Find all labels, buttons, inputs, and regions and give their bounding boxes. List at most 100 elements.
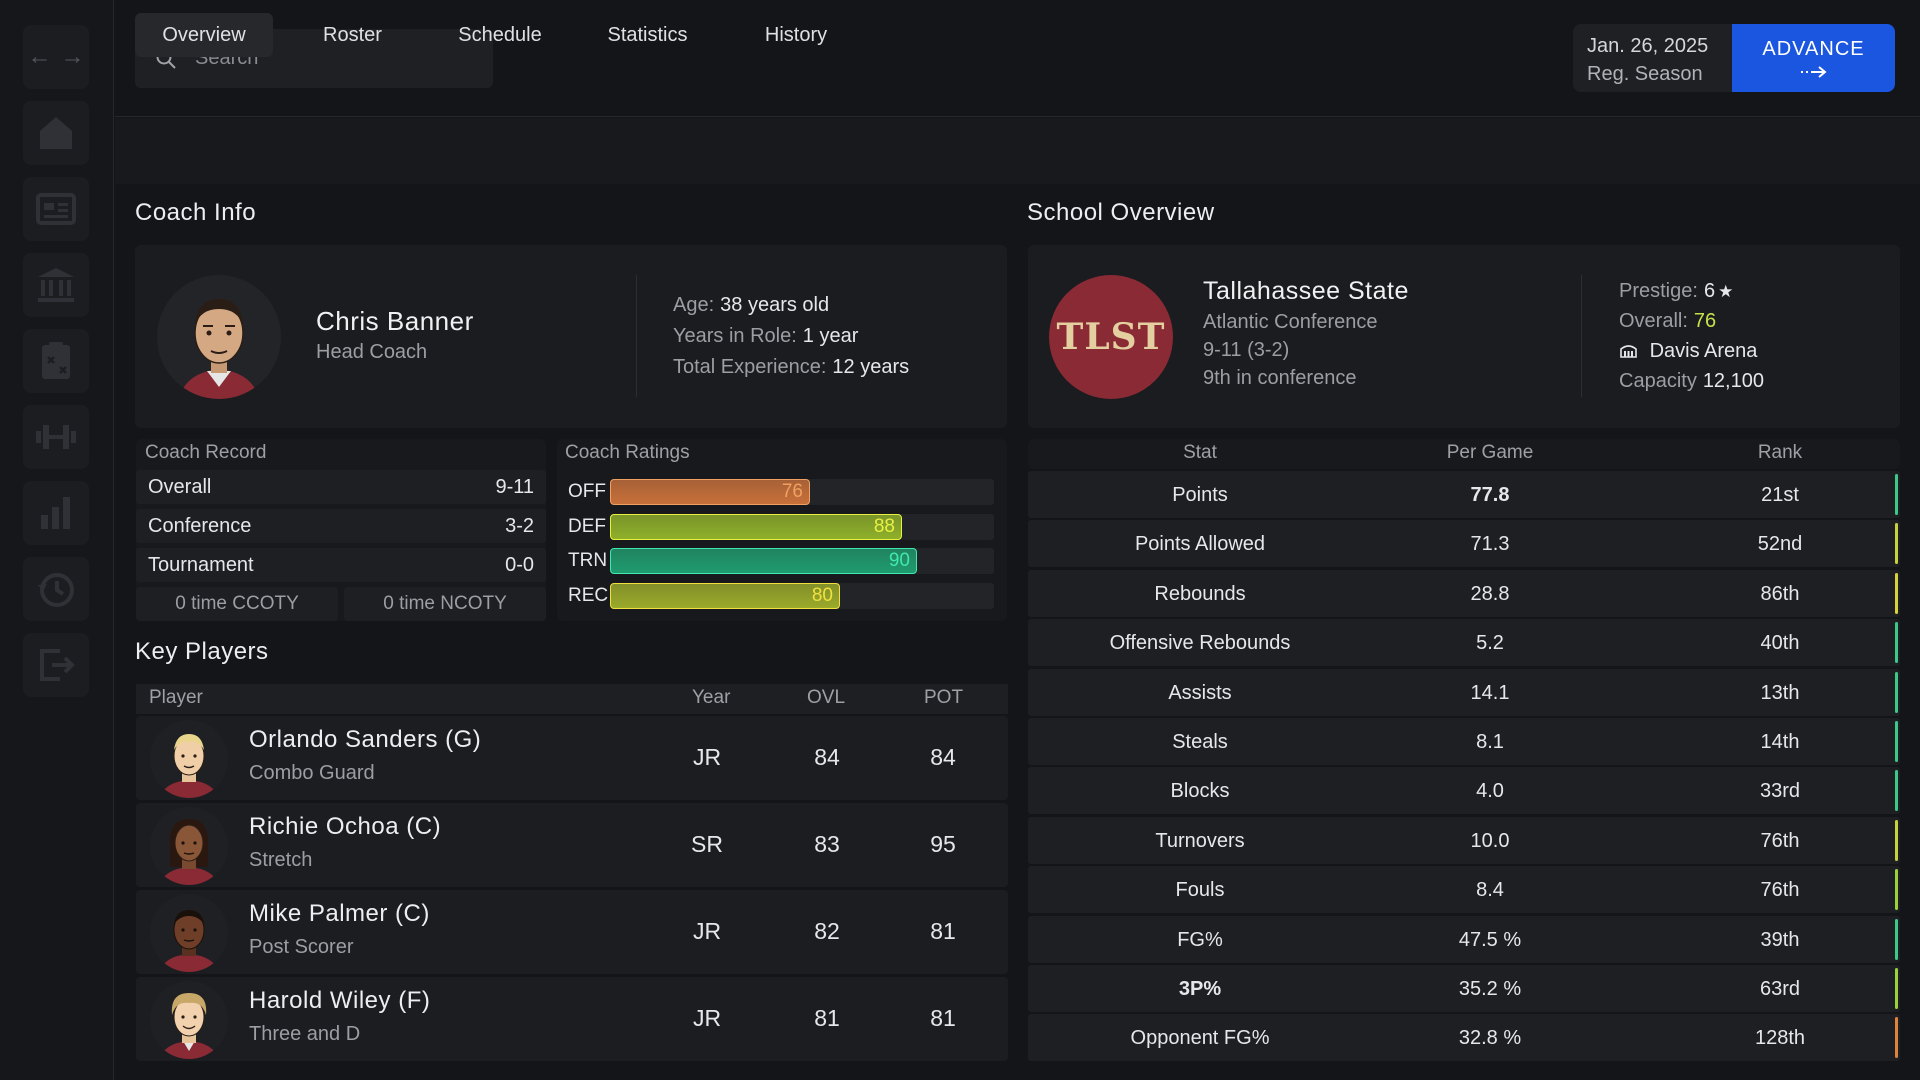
prestige-label: Prestige: bbox=[1619, 280, 1698, 302]
history-button[interactable] bbox=[23, 557, 89, 621]
stat-row: Opponent FG% 32.8 % 128th bbox=[1028, 1014, 1900, 1062]
col-stat: Stat bbox=[1183, 442, 1217, 463]
rating-bar: 76 bbox=[610, 479, 810, 505]
player-row[interactable]: Orlando Sanders (G) Combo Guard JR 84 84 bbox=[136, 716, 1008, 800]
stat-value: 28.8 bbox=[1470, 582, 1510, 605]
tab-schedule[interactable]: Schedule bbox=[458, 23, 542, 46]
institution-icon bbox=[38, 268, 74, 302]
stat-row: Steals 8.1 14th bbox=[1028, 718, 1900, 765]
player-name[interactable]: Mike Palmer (C) bbox=[249, 900, 430, 927]
col-year: Year bbox=[692, 687, 731, 708]
current-date: Jan. 26, 2025 bbox=[1587, 35, 1709, 57]
player-row[interactable]: Mike Palmer (C) Post Scorer JR 82 81 bbox=[136, 890, 1008, 974]
stat-rank: 14th bbox=[1760, 731, 1800, 753]
player-pot: 81 bbox=[930, 1005, 956, 1031]
years-value: 1 year bbox=[802, 325, 859, 347]
history-nav: ← → bbox=[23, 25, 89, 89]
player-archetype: Post Scorer bbox=[249, 936, 354, 958]
coach-experience: Total Experience: 12 years bbox=[673, 356, 909, 379]
stat-value: 14.1 bbox=[1470, 681, 1510, 704]
stat-rank: 128th bbox=[1754, 1027, 1806, 1050]
tab-history[interactable]: History bbox=[764, 23, 828, 46]
coach-info-title: Coach Info bbox=[135, 199, 257, 226]
exit-button[interactable] bbox=[23, 633, 89, 697]
stats-button[interactable] bbox=[23, 481, 89, 545]
school-standing: 9th in conference bbox=[1203, 367, 1357, 389]
stat-value: 47.5 % bbox=[1458, 928, 1522, 951]
arena-name: Davis Arena bbox=[1649, 340, 1758, 362]
rating-label: DEF bbox=[568, 516, 606, 537]
tab-statistics[interactable]: Statistics bbox=[607, 23, 688, 46]
stat-rank: 63rd bbox=[1759, 978, 1801, 1000]
divider bbox=[636, 275, 637, 397]
stat-stat: Steals bbox=[1172, 731, 1228, 753]
col-player: Player bbox=[149, 687, 203, 708]
age-label: Age: bbox=[673, 294, 715, 316]
player-year: SR bbox=[691, 831, 723, 857]
player-pot: 84 bbox=[930, 744, 956, 770]
player-year: JR bbox=[692, 744, 722, 770]
forward-arrow-icon[interactable]: → bbox=[60, 43, 85, 70]
stats-header-bg bbox=[1028, 439, 1900, 469]
player-row[interactable]: Harold Wiley (F) Three and D JR 81 81 bbox=[136, 977, 1008, 1061]
player-ovl: 82 bbox=[814, 918, 840, 944]
news-button[interactable] bbox=[23, 177, 89, 241]
stat-rank: 52nd bbox=[1757, 533, 1803, 556]
stat-row: Blocks 4.0 33rd bbox=[1028, 767, 1900, 815]
home-button[interactable] bbox=[23, 101, 89, 165]
rank-indicator bbox=[1895, 721, 1898, 762]
stat-value: 5.2 bbox=[1476, 632, 1504, 655]
back-arrow-icon[interactable]: ← bbox=[27, 43, 52, 70]
divider bbox=[1581, 275, 1582, 397]
stat-rank: 21st bbox=[1761, 484, 1799, 506]
stat-row: Points 77.8 21st bbox=[1028, 471, 1900, 518]
prestige-value: 6 bbox=[1703, 280, 1716, 302]
player-archetype: Three and D bbox=[249, 1023, 361, 1045]
rating-row-trn: TRN 90 bbox=[564, 548, 996, 574]
player-row[interactable]: Richie Ochoa (C) Stretch SR 83 95 bbox=[136, 803, 1008, 887]
stat-value: 35.2 % bbox=[1458, 978, 1522, 1000]
col-ovl: OVL bbox=[807, 687, 846, 708]
player-pot: 81 bbox=[930, 918, 956, 944]
coach-avatar bbox=[157, 275, 281, 399]
player-name[interactable]: Richie Ochoa (C) bbox=[249, 813, 442, 840]
training-button[interactable] bbox=[23, 405, 89, 469]
tab-overview[interactable]: Overview bbox=[135, 13, 273, 57]
stat-stat: Blocks bbox=[1170, 780, 1230, 803]
playbook-button[interactable] bbox=[23, 329, 89, 393]
ccoty-badge: 0 time CCOTY bbox=[136, 587, 338, 621]
advance-button[interactable]: ADVANCE bbox=[1732, 24, 1895, 92]
tab-bar bbox=[115, 118, 1920, 184]
stat-value: 10.0 bbox=[1470, 829, 1510, 852]
rank-indicator bbox=[1895, 622, 1898, 664]
player-archetype: Stretch bbox=[249, 849, 313, 871]
col-per-game: Per Game bbox=[1446, 442, 1534, 463]
school-conference: Atlantic Conference bbox=[1203, 311, 1378, 333]
capacity-value: 12,100 bbox=[1702, 370, 1764, 392]
stat-rank: 33rd bbox=[1759, 780, 1801, 803]
rating-row-off: OFF 76 bbox=[564, 479, 996, 505]
player-year: JR bbox=[692, 1005, 722, 1031]
age-value: 38 years old bbox=[720, 294, 830, 316]
rating-value: 76 bbox=[781, 481, 803, 502]
stat-stat: Opponent FG% bbox=[1130, 1027, 1270, 1050]
rating-bar: 90 bbox=[610, 548, 917, 574]
record-value: 0-0 bbox=[505, 553, 534, 576]
stat-stat: Rebounds bbox=[1154, 582, 1246, 605]
player-name[interactable]: Orlando Sanders (G) bbox=[249, 726, 482, 753]
season-phase: Reg. Season bbox=[1587, 63, 1703, 85]
tab-roster[interactable]: Roster bbox=[323, 23, 382, 46]
date-display: Jan. 26, 2025 Reg. Season bbox=[1573, 24, 1733, 92]
stats-table-header: Stat Per Game Rank bbox=[1028, 439, 1900, 469]
capacity-label: Capacity bbox=[1619, 370, 1697, 392]
rank-indicator bbox=[1895, 968, 1898, 1009]
institution-button[interactable] bbox=[23, 253, 89, 317]
rank-indicator bbox=[1895, 572, 1898, 614]
overall-value: 76 bbox=[1693, 310, 1717, 332]
coach-age: Age: 38 years old bbox=[673, 294, 829, 317]
overall-label: Overall: bbox=[1619, 310, 1688, 332]
player-name[interactable]: Harold Wiley (F) bbox=[249, 987, 431, 1014]
arrow-right-icon bbox=[1800, 65, 1827, 78]
years-label: Years in Role: bbox=[673, 325, 797, 347]
stat-value: 32.8 % bbox=[1458, 1027, 1522, 1050]
